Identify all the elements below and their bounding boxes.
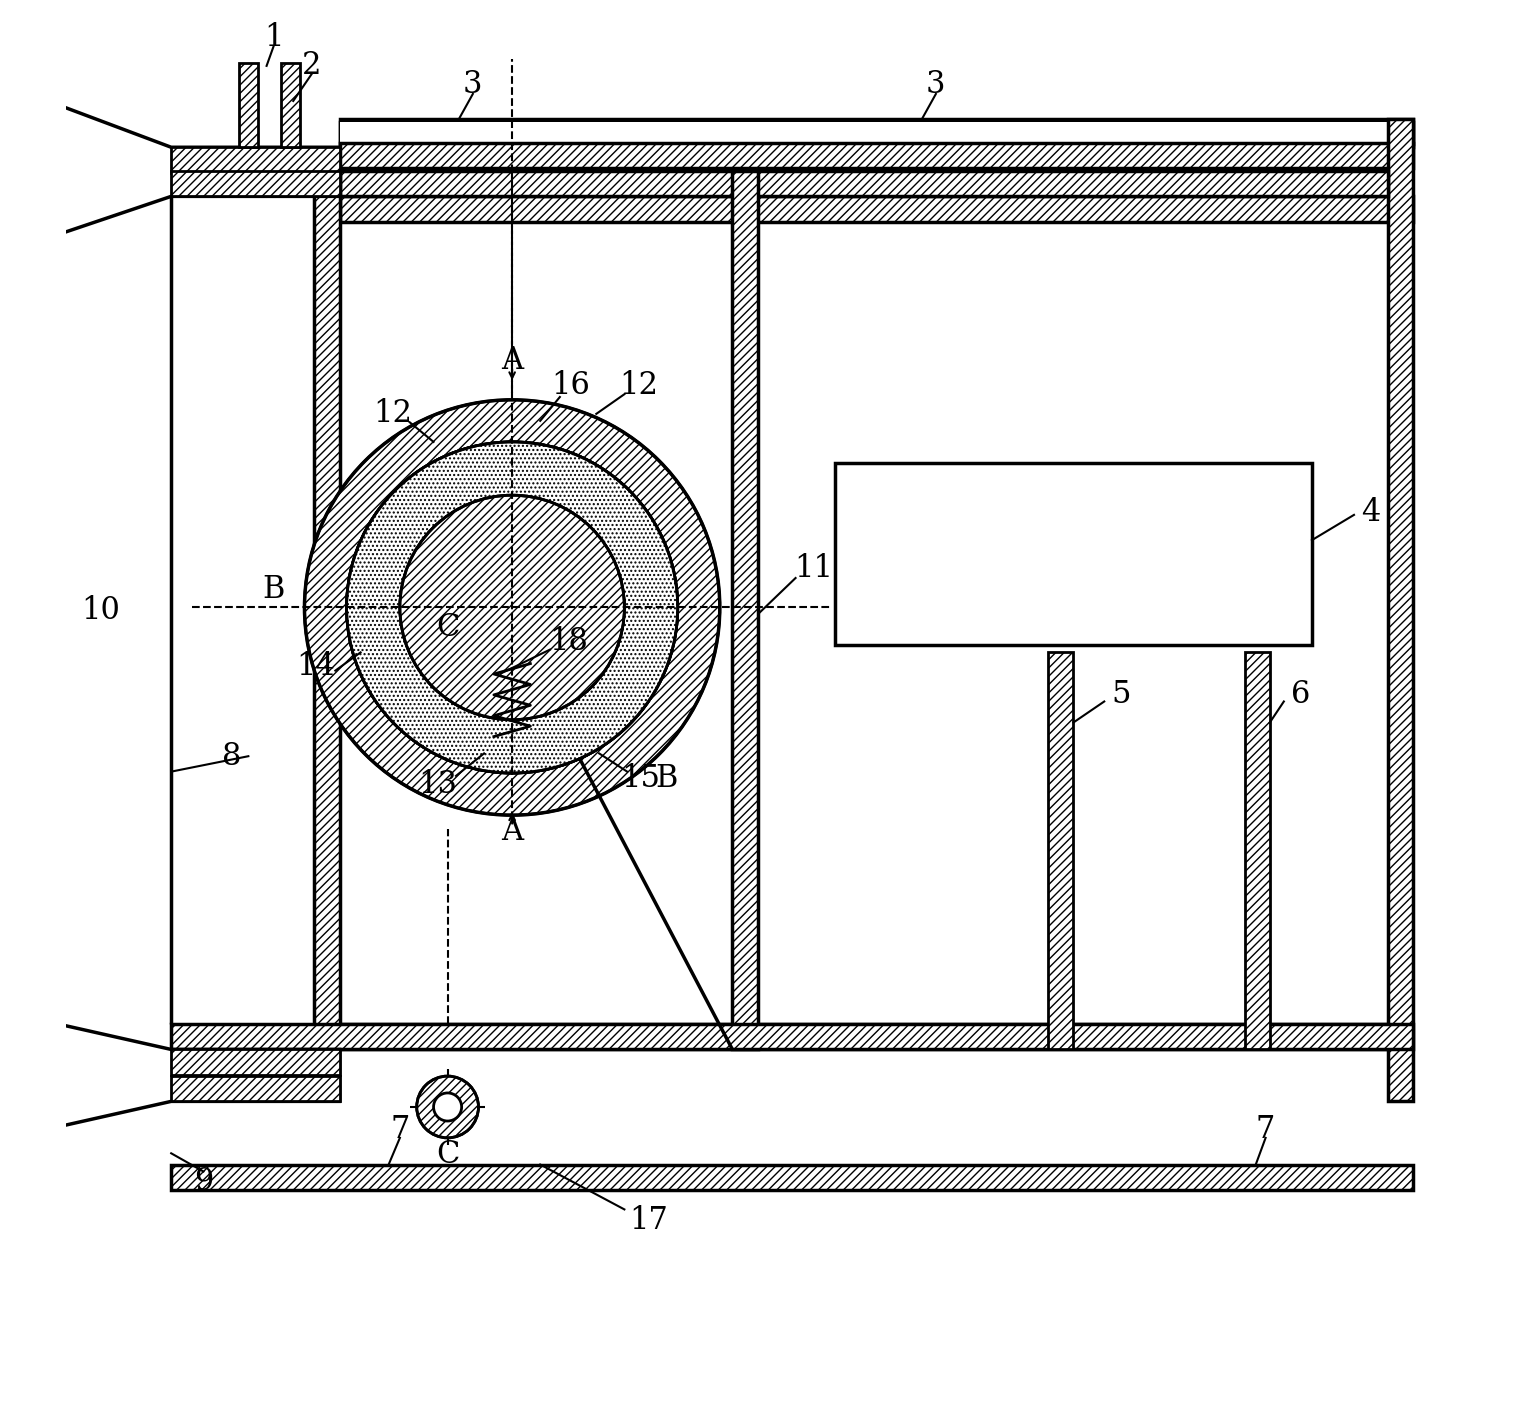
Text: A: A [500, 816, 523, 847]
Bar [172, 1076, 339, 1101]
Text: 13: 13 [418, 769, 457, 799]
Bar [172, 1050, 339, 1074]
Text: 6: 6 [1291, 679, 1311, 710]
Circle shape [347, 442, 677, 774]
Circle shape [433, 1093, 462, 1121]
Text: 7: 7 [1256, 1114, 1276, 1145]
Text: 3: 3 [926, 68, 946, 99]
Circle shape [401, 495, 625, 720]
Polygon shape [58, 105, 339, 234]
Text: 16: 16 [551, 370, 591, 401]
Bar [172, 1165, 1412, 1190]
Bar [1048, 652, 1073, 1050]
Bar [281, 64, 301, 147]
Bar [339, 122, 1412, 147]
Text: 9: 9 [193, 1166, 213, 1197]
Bar [732, 171, 758, 1050]
Text: 12: 12 [619, 370, 659, 401]
Bar [835, 463, 1312, 645]
Text: A: A [500, 344, 523, 376]
Bar [339, 119, 1412, 145]
Polygon shape [58, 1024, 339, 1127]
Bar [315, 171, 339, 1050]
Text: 15: 15 [622, 764, 660, 794]
Text: 12: 12 [373, 398, 413, 429]
Circle shape [416, 1076, 479, 1138]
Bar [1388, 119, 1412, 1101]
Text: 1: 1 [264, 23, 284, 54]
Text: 18: 18 [550, 626, 588, 656]
Wedge shape [347, 442, 677, 774]
Bar [172, 171, 339, 197]
Text: 8: 8 [223, 741, 241, 772]
Text: C: C [436, 1139, 459, 1170]
Text: 17: 17 [629, 1204, 668, 1236]
Text: 5: 5 [1111, 679, 1131, 710]
Bar [238, 64, 258, 147]
Text: B: B [655, 764, 677, 794]
Text: 7: 7 [390, 1114, 410, 1145]
Text: B: B [262, 574, 286, 605]
Bar [1245, 652, 1269, 1050]
Text: 14: 14 [296, 650, 335, 682]
Bar [497, 737, 528, 768]
Bar [339, 171, 1388, 197]
Bar [172, 147, 339, 173]
Text: 4: 4 [1362, 496, 1380, 527]
Bar [339, 1024, 1388, 1050]
Bar [339, 122, 1412, 145]
Text: 11: 11 [794, 553, 834, 584]
Text: C: C [436, 612, 459, 643]
Text: 10: 10 [81, 595, 120, 626]
Bar [172, 1024, 1412, 1050]
Bar [339, 143, 1412, 169]
Text: 3: 3 [464, 68, 482, 99]
Text: 2: 2 [302, 51, 321, 81]
Bar [339, 197, 1412, 221]
Wedge shape [304, 400, 720, 815]
